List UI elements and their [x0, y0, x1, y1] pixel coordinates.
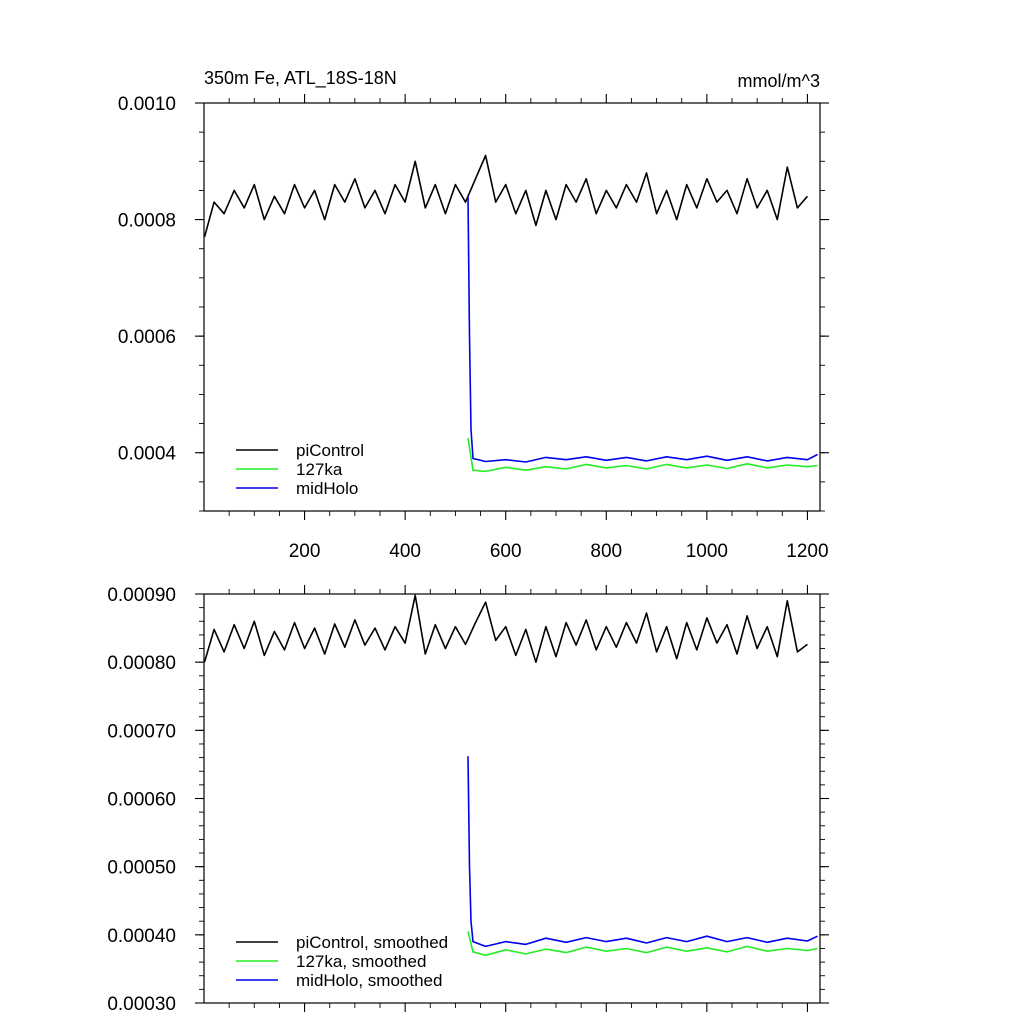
top-chart-units: mmol/m^3 [738, 71, 820, 91]
bottom-legend-label-0: piControl, smoothed [296, 933, 448, 952]
top-series-group [203, 154, 818, 473]
top-panel: 350m Fe, ATL_18S-18N mmol/m^3 200 400 600 8… [118, 68, 829, 562]
top-ticks-group: 200 400 600 800 1000 1200 0.0004 0.0006 0.0008 0.… [118, 94, 829, 562]
top-legend-label-2: midHolo [296, 479, 358, 498]
bottom-legend-label-2: midHolo, smoothed [296, 971, 442, 990]
top-x-tick-label: 1200 [786, 541, 828, 562]
top-chart-title: 350m Fe, ATL_18S-18N [204, 68, 397, 89]
top-x-tick-label: 600 [490, 541, 522, 562]
bottom-y-tick-label: 0.00080 [107, 653, 176, 674]
bottom-y-tick-label: 0.00060 [107, 790, 176, 811]
top-x-tick-label: 200 [289, 541, 321, 562]
bottom-y-tick-label: 0.00050 [107, 858, 176, 879]
top-x-tick-label: 1000 [686, 541, 728, 562]
bottom-series-line-2 [467, 756, 818, 948]
top-y-tick-label: 0.0004 [118, 444, 177, 465]
bottom-panel: 0.00030 0.00040 0.00050 0.00060 0.00070 0.000… [107, 585, 829, 1015]
bottom-legend-label-1: 127ka, smoothed [296, 952, 426, 971]
top-series-line-1 [467, 437, 818, 473]
bottom-y-tick-label: 0.00040 [107, 926, 176, 947]
top-y-tick-label: 0.0008 [118, 211, 176, 232]
bottom-series-line-0 [203, 594, 808, 663]
top-x-tick-label: 800 [590, 541, 622, 562]
top-legend-label-0: piControl [296, 441, 364, 460]
top-series-line-0 [203, 154, 809, 238]
top-legend-label-1: 127ka [296, 460, 343, 479]
top-x-tick-label: 400 [389, 541, 421, 562]
bottom-y-tick-label: 0.00090 [107, 585, 176, 606]
bottom-y-tick-label: 0.00030 [107, 994, 176, 1015]
top-y-tick-label: 0.0006 [118, 327, 176, 348]
top-series-line-2 [467, 196, 818, 463]
bottom-series-group [203, 594, 818, 957]
bottom-series-line-1 [467, 931, 818, 957]
bottom-y-tick-label: 0.00070 [107, 721, 176, 742]
bottom-ticks-group: 0.00030 0.00040 0.00050 0.00060 0.00070 0.000… [107, 585, 829, 1015]
top-y-tick-label: 0.0010 [118, 94, 176, 115]
